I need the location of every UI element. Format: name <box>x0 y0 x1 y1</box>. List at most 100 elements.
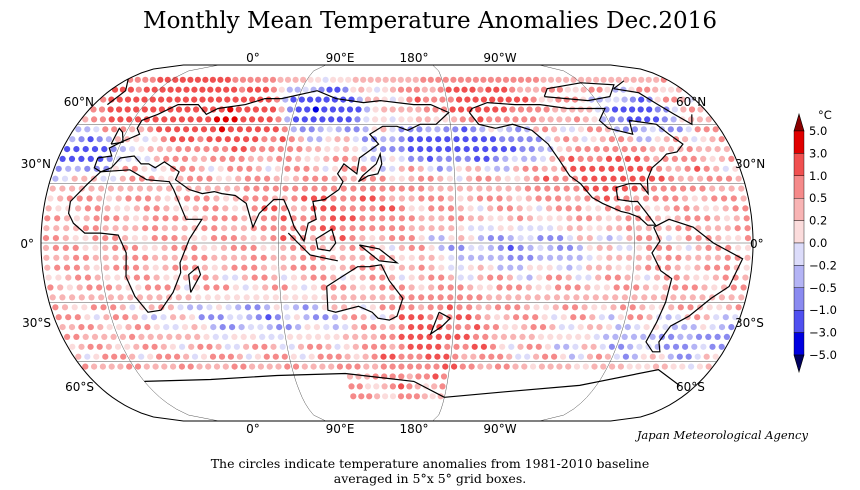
anomaly-circle <box>423 373 430 380</box>
anomaly-circle <box>224 294 231 301</box>
lon-label-bottom-90w: 90°W <box>483 422 516 436</box>
anomaly-circle <box>549 155 556 162</box>
anomaly-circle <box>287 146 294 153</box>
anomaly-circle <box>530 96 537 103</box>
anomaly-circle <box>364 383 372 390</box>
anomaly-circle <box>301 294 308 301</box>
anomaly-circle <box>466 175 473 182</box>
anomaly-circle <box>371 353 378 360</box>
anomaly-circle <box>389 86 397 93</box>
anomaly-circle <box>471 136 478 143</box>
anomaly-circle <box>533 353 540 360</box>
anomaly-circle <box>171 254 178 261</box>
anomaly-circle <box>527 235 534 242</box>
anomaly-circle <box>142 264 149 271</box>
anomaly-circle <box>120 126 127 133</box>
lat-label-right-30n: 30°N <box>735 157 765 171</box>
anomaly-circle <box>88 294 95 301</box>
anomaly-circle <box>487 274 494 281</box>
anomaly-circle <box>676 126 683 133</box>
anomaly-circle <box>459 363 466 370</box>
anomaly-circle <box>354 116 361 123</box>
anomaly-circle <box>379 215 386 222</box>
anomaly-circle <box>595 205 602 212</box>
anomaly-circle <box>166 96 173 103</box>
anomaly-circle <box>540 76 547 83</box>
anomaly-circle <box>346 373 354 380</box>
anomaly-circle <box>662 284 669 291</box>
anomaly-circle <box>438 225 445 232</box>
anomaly-circle <box>580 86 587 93</box>
anomaly-circle <box>618 343 625 350</box>
anomaly-circle <box>584 284 591 291</box>
anomaly-circle <box>98 106 106 113</box>
anomaly-circle <box>653 155 660 162</box>
anomaly-circle <box>322 314 329 321</box>
anomaly-circle <box>740 284 747 291</box>
anomaly-circle <box>75 205 82 212</box>
anomaly-circle <box>650 294 658 301</box>
anomaly-circle <box>457 76 464 83</box>
caption-line-1: The circles indicate temperature anomali… <box>210 456 650 471</box>
anomaly-circle <box>497 254 504 261</box>
anomaly-circle <box>49 294 56 301</box>
anomaly-circle <box>101 333 108 340</box>
anomaly-circle <box>563 343 570 350</box>
anomaly-circle <box>487 244 494 251</box>
anomaly-circle <box>629 96 637 103</box>
anomaly-circle <box>310 264 317 271</box>
anomaly-circle <box>428 235 435 242</box>
anomaly-circle <box>586 126 594 133</box>
anomaly-circle <box>175 106 183 113</box>
anomaly-circle <box>268 146 275 153</box>
anomaly-circle <box>247 155 255 162</box>
anomaly-circle <box>161 225 168 232</box>
anomaly-circle <box>418 304 425 311</box>
anomaly-circle <box>556 363 563 370</box>
anomaly-circle <box>437 284 444 291</box>
anomaly-circle <box>320 284 327 291</box>
anomaly-circle <box>547 116 554 123</box>
anomaly-circle <box>98 294 105 301</box>
anomaly-circle <box>379 274 386 281</box>
anomaly-circle <box>586 225 593 232</box>
anomaly-circle <box>380 126 387 133</box>
anomaly-circle <box>428 225 435 232</box>
anomaly-circle <box>688 106 696 113</box>
anomaly-circle <box>577 324 584 331</box>
anomaly-circle <box>608 343 616 350</box>
anomaly-circle <box>78 294 85 301</box>
anomaly-circle <box>189 165 196 172</box>
anomaly-circle <box>206 304 213 311</box>
anomaly-circle <box>466 185 473 192</box>
anomaly-circle <box>537 244 544 251</box>
anomaly-circle <box>398 254 405 261</box>
anomaly-circle <box>375 76 382 83</box>
anomaly-circle <box>723 146 731 153</box>
anomaly-circle <box>273 304 280 311</box>
anomaly-circle <box>516 274 523 281</box>
anomaly-circle <box>172 264 179 271</box>
anomaly-circle <box>485 86 492 93</box>
anomaly-circle <box>320 274 327 281</box>
anomaly-circle <box>645 136 652 143</box>
lon-label-top-90e: 90°E <box>326 51 355 65</box>
anomaly-circle <box>172 215 179 222</box>
anomaly-circle <box>675 225 682 232</box>
anomaly-circle <box>631 185 638 192</box>
anomaly-circle <box>526 106 533 113</box>
anomaly-circle <box>359 195 366 202</box>
anomaly-circle <box>312 106 319 113</box>
anomaly-circle <box>290 126 297 133</box>
anomaly-circle <box>466 294 473 301</box>
anomaly-circle <box>355 106 362 113</box>
anomaly-circle <box>332 324 339 331</box>
anomaly-circle <box>533 304 540 311</box>
anomaly-circle <box>723 333 731 340</box>
anomaly-circle <box>438 254 445 261</box>
anomaly-circle <box>458 244 465 251</box>
anomaly-circle <box>454 333 461 340</box>
anomaly-circle <box>624 324 631 331</box>
anomaly-circle <box>680 106 687 113</box>
anomaly-circle <box>413 393 420 400</box>
